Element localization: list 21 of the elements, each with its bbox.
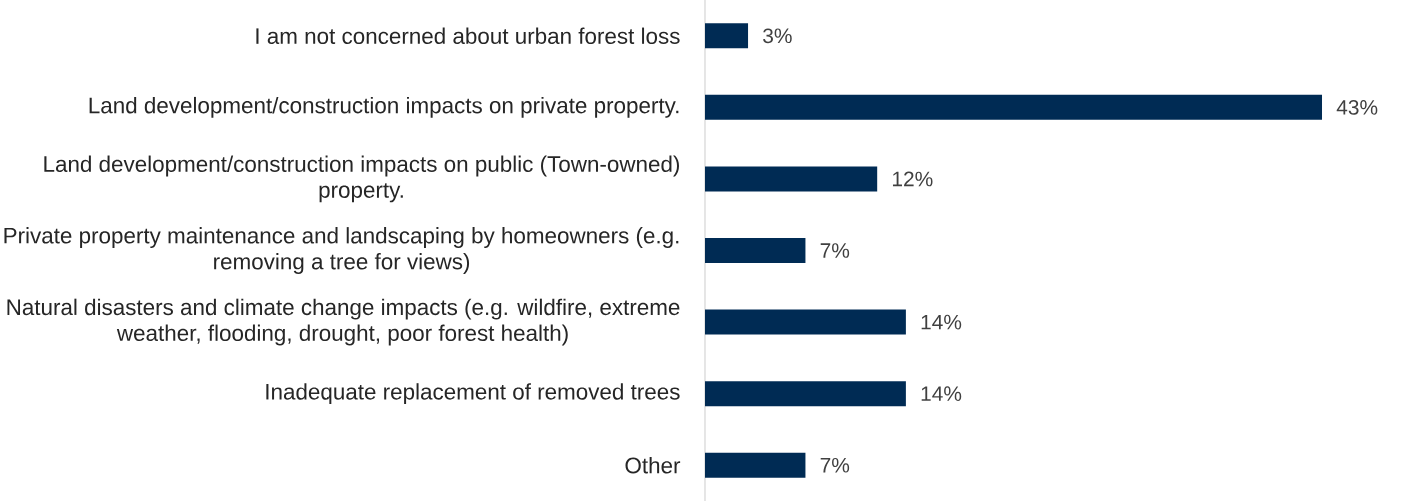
y-tick-label: I am not concerned about urban forest loss <box>256 27 680 45</box>
y-tick-label: Other <box>625 456 681 474</box>
data-label: 14% <box>921 386 962 401</box>
bar <box>705 94 1323 120</box>
bar <box>705 23 749 49</box>
data-label: 7% <box>820 243 850 258</box>
bar <box>705 309 906 335</box>
data-label: 3% <box>763 28 792 44</box>
bar <box>705 238 806 264</box>
y-tick-label: Land development/construction impacts on private property. <box>89 96 679 118</box>
data-label: 43% <box>1336 99 1378 115</box>
bar <box>705 381 906 407</box>
data-label: 12% <box>892 171 933 187</box>
y-tick-label: Inadequate replacement of removed trees <box>266 383 680 405</box>
y-tick-label: Natural disasters and climate change impacts (e.g. wildfire, extreme weather, flooding, drought, poor forest health) <box>7 298 680 346</box>
y-tick-label: Private property maintenance and landscaping by homeowners (e.g. removing a tree for views) <box>4 227 679 274</box>
bar <box>705 166 878 192</box>
data-label: 7% <box>820 457 850 473</box>
y-tick-label: Land development/construction impacts on public (Town-owned) property. <box>44 155 680 203</box>
data-label: 14% <box>921 314 962 330</box>
bar <box>705 452 806 478</box>
